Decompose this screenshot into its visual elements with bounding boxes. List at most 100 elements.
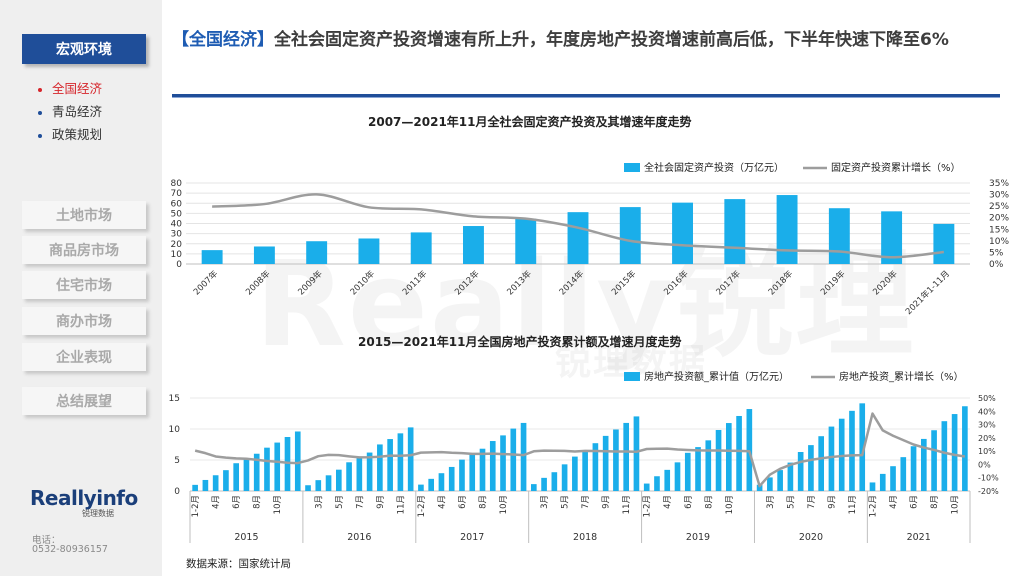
chart2-ytick-right: 20%	[978, 434, 996, 443]
chart1-bar	[567, 212, 589, 264]
chart2-bar	[674, 462, 681, 491]
chart2-bar	[725, 423, 732, 491]
chart2-bar	[623, 422, 630, 491]
chart2-bar	[520, 422, 527, 491]
chart2-bar	[500, 435, 506, 491]
chart2-bar	[264, 447, 270, 491]
chart1-xtick: 2020年	[871, 268, 900, 297]
chart1-xtick: 2014年	[557, 268, 586, 297]
chart2-year-label: 2019	[686, 532, 710, 543]
chart1-bar	[201, 250, 223, 264]
chart2-bar	[941, 421, 948, 491]
chart2-bar	[448, 466, 455, 491]
chart2-ytick-left: 15	[169, 394, 180, 404]
chart2-xtick: 5月	[335, 495, 345, 509]
chart2-bar	[746, 409, 753, 491]
nav-land-market[interactable]: 土地市场	[22, 201, 146, 229]
chart1-xtick: 2015年	[609, 268, 638, 297]
chart1-legend-bar-label: 全社会固定资产投资（万亿元）	[644, 161, 784, 174]
chart2-bar	[582, 451, 588, 491]
chart2-bar	[633, 416, 640, 491]
chart2-xtick: 5月	[561, 495, 571, 509]
chart1-xtick: 2011年	[400, 268, 429, 297]
chart2-bar	[859, 403, 866, 491]
chart2-bar	[253, 453, 260, 491]
chart2-bar	[592, 443, 599, 491]
bullet-icon	[38, 110, 42, 115]
chart2-bar	[397, 433, 404, 491]
chart2-growth-line	[194, 412, 966, 488]
chart2-xtick: 5月	[786, 495, 796, 509]
title-rule	[172, 94, 1000, 97]
nav-residential-market[interactable]: 住宅市场	[22, 271, 146, 299]
chart1-ytick-left: 0	[176, 260, 182, 270]
chart2-bar	[325, 475, 332, 491]
bullet-icon	[38, 133, 42, 138]
chart2-xtick: 1-2月	[191, 495, 201, 517]
chart2-bar	[736, 415, 742, 491]
chart2-xtick: 10月	[951, 495, 961, 514]
chart2-xtick: 7月	[807, 495, 817, 509]
chart1-xtick: 2007年	[191, 268, 220, 297]
sub-policy-planning[interactable]: 政策规划	[38, 124, 102, 143]
nav-summary-outlook[interactable]: 总结展望	[22, 387, 146, 415]
chart1-ytick-left: 50	[171, 209, 183, 219]
chart2-bar	[602, 435, 609, 491]
chart1-xtick: 2019年	[818, 268, 847, 297]
chart2-bar	[654, 476, 660, 491]
chart1-growth-line	[212, 193, 944, 259]
chart2-bar	[541, 477, 547, 491]
chart2-ytick-right: 50%	[978, 394, 996, 403]
chart1-xtick: 2012年	[452, 268, 481, 297]
chart1-xtick: 2016年	[662, 268, 691, 297]
chart1-xtick: 2021年1-11月	[903, 268, 952, 317]
chart2-bar	[418, 484, 424, 491]
chart2-bar	[767, 477, 773, 491]
chart1-xtick: 2017年	[714, 268, 743, 297]
chart2-xtick: 11月	[848, 495, 858, 514]
chart2-bar	[900, 457, 907, 491]
chart1-ytick-right: 30%	[989, 191, 1009, 201]
chart2-xtick: 4月	[437, 495, 447, 509]
chart2-bar	[377, 444, 383, 491]
bullet-icon	[38, 87, 42, 92]
chart2-year-label: 2020	[799, 532, 823, 543]
chart2-xtick: 9月	[602, 495, 612, 509]
nav-commercial-office[interactable]: 商办市场	[22, 307, 146, 335]
chart1-xtick: 2009年	[296, 268, 325, 297]
chart2-year-label: 2016	[347, 532, 371, 543]
title-rule-thin	[172, 97, 1000, 98]
chart2-year-label: 2018	[573, 532, 597, 543]
chart2-legend-bar-label: 房地产投资额_累计值（万亿元）	[644, 370, 789, 383]
nav-commodity-housing[interactable]: 商品房市场	[22, 236, 146, 264]
chart1-ytick-right: 35%	[989, 179, 1009, 189]
sub-national-economy[interactable]: 全国经济	[38, 78, 102, 97]
chart2-bar	[931, 430, 937, 491]
chart1-bar	[672, 202, 693, 264]
chart2-ytick-left: 5	[174, 456, 180, 466]
section-macro-button[interactable]: 宏观环境	[22, 34, 146, 64]
chart2-bar	[243, 458, 250, 491]
chart2-xtick: 6月	[458, 495, 468, 509]
chart2-bar	[479, 448, 486, 491]
chart1-bar	[410, 232, 432, 264]
chart2-ytick-right: 30%	[978, 421, 996, 430]
sub-qingdao-economy[interactable]: 青岛经济	[38, 101, 102, 120]
chart2-bar	[274, 442, 281, 491]
chart2-bar	[787, 462, 794, 491]
chart2-xtick: 11月	[622, 495, 632, 514]
chart2-xtick: 7月	[355, 495, 365, 509]
contact-phone: 0532-80936157	[32, 544, 108, 555]
chart2-year-label: 2017	[460, 532, 484, 543]
chart2-bar	[715, 429, 722, 491]
chart2-bar	[695, 447, 701, 491]
chart2-bar	[305, 485, 311, 491]
chart2-xtick: 4月	[889, 495, 899, 509]
nav-enterprise-performance[interactable]: 企业表现	[22, 343, 146, 371]
chart1-xtick: 2008年	[243, 268, 272, 297]
chart2-xtick: 9月	[827, 495, 837, 509]
chart2-ytick-right: -20%	[978, 487, 999, 496]
chart2-xtick: 11月	[396, 495, 406, 514]
chart2-title: 2015—2021年11月全国房地产投资累计额及增速月度走势	[358, 335, 682, 349]
chart2-bar	[890, 466, 896, 491]
